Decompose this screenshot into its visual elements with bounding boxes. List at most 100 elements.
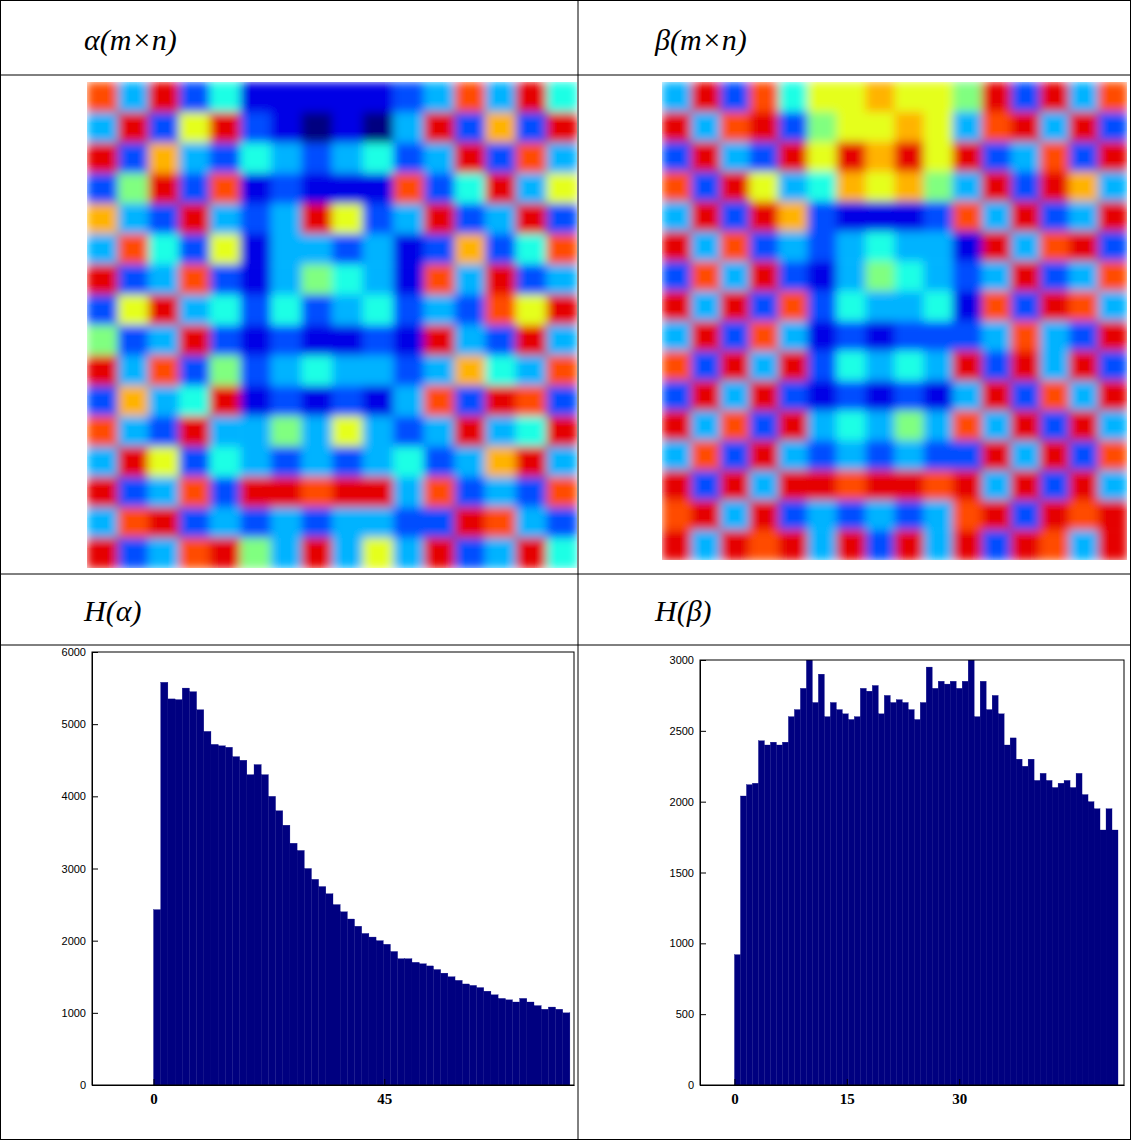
heatmap-cell xyxy=(807,411,837,441)
y-tick: 3000 xyxy=(670,654,706,666)
heatmap-cell xyxy=(662,82,692,112)
heatmap-cell xyxy=(662,411,692,441)
heatmap-cell xyxy=(332,143,363,174)
heatmap-cell xyxy=(836,112,866,142)
y-tick-mark xyxy=(700,802,706,803)
histogram-bar xyxy=(534,1006,541,1085)
heatmap-cell xyxy=(982,142,1012,172)
heatmap-cell xyxy=(240,264,271,295)
heatmap-cell xyxy=(953,261,983,291)
heatmap-cell xyxy=(895,231,925,261)
histogram-bar xyxy=(189,692,196,1085)
heatmap-cell xyxy=(485,112,516,143)
heatmap-cell xyxy=(118,204,149,235)
histogram-bar xyxy=(448,977,455,1085)
heatmap-cell xyxy=(118,295,149,326)
heatmap-cell xyxy=(982,411,1012,441)
heatmap-cell xyxy=(363,538,394,568)
heatmap-cell xyxy=(393,82,424,113)
heatmap-cell xyxy=(691,291,721,321)
heatmap-cell xyxy=(210,325,241,356)
heatmap-cell xyxy=(924,112,954,142)
heatmap-cell xyxy=(982,202,1012,232)
heatmap-cell xyxy=(332,416,363,447)
heatmap-cell xyxy=(1011,441,1041,471)
heatmap-cell xyxy=(924,500,954,530)
heatmap-cell xyxy=(240,82,271,113)
y-tick-label: 2500 xyxy=(670,725,694,737)
plot-frame xyxy=(700,660,1124,1085)
heatmap-cell xyxy=(485,143,516,174)
heatmap-cell xyxy=(720,470,750,500)
heatmap-cell xyxy=(240,416,271,447)
heatmap-cell xyxy=(179,325,210,356)
heatmap-cell xyxy=(393,538,424,568)
heatmap-cell xyxy=(982,321,1012,351)
heatmap-cell xyxy=(516,416,547,447)
heatmap-cell xyxy=(1069,291,1099,321)
heatmap-cell xyxy=(240,507,271,538)
heatmap-cell xyxy=(1011,381,1041,411)
heatmap-cell xyxy=(179,477,210,508)
heatmap-cell xyxy=(662,142,692,172)
heatmap-cell xyxy=(363,295,394,326)
heatmap-cell xyxy=(301,234,332,265)
histogram-bar xyxy=(319,887,326,1085)
heatmap-cell xyxy=(485,477,516,508)
heatmap-cell xyxy=(662,172,692,202)
heatmap-cell xyxy=(778,351,808,381)
panel-title: H(α) xyxy=(83,594,141,628)
heatmap-cell xyxy=(895,172,925,202)
y-tick: 4000 xyxy=(62,790,98,802)
histogram-bar xyxy=(848,720,854,1086)
heatmap-cell xyxy=(148,355,179,386)
heatmap-cell xyxy=(332,325,363,356)
heatmap-cell xyxy=(1069,381,1099,411)
heatmap-cell xyxy=(865,411,895,441)
heatmap-cell xyxy=(455,295,486,326)
heatmap-cell xyxy=(363,386,394,417)
heatmap-cell xyxy=(691,321,721,351)
histogram-bar xyxy=(527,1002,534,1085)
y-axis: 050010001500200025003000 xyxy=(670,654,706,1091)
heatmap-cell xyxy=(953,291,983,321)
heatmap-cell xyxy=(301,325,332,356)
heatmap-cell xyxy=(118,325,149,356)
histogram-bar xyxy=(758,741,764,1085)
histogram-bar xyxy=(806,660,812,1085)
histogram-bar xyxy=(333,905,340,1085)
heatmap-cell xyxy=(953,530,983,560)
heatmap-cell xyxy=(455,507,486,538)
x-tick-label: 30 xyxy=(952,1091,967,1107)
histogram-bar xyxy=(950,681,956,1085)
heatmap-cell xyxy=(953,231,983,261)
heatmap-cell xyxy=(749,351,779,381)
y-tick: 2000 xyxy=(62,935,98,947)
table-grid xyxy=(1,1,1131,1140)
heatmap-cell xyxy=(924,530,954,560)
heatmap-cell xyxy=(662,530,692,560)
heatmap-cell xyxy=(1069,261,1099,291)
x-tick: 30 xyxy=(952,1079,967,1107)
heatmap-cell xyxy=(982,381,1012,411)
heatmap-cell xyxy=(87,447,118,478)
heatmap-cell xyxy=(179,386,210,417)
histogram-bar xyxy=(740,796,746,1085)
heatmap-cell xyxy=(778,142,808,172)
heatmap-cell xyxy=(546,447,577,478)
heatmap-cell xyxy=(1069,321,1099,351)
histogram-bar xyxy=(297,850,304,1085)
table-col-line xyxy=(578,1,579,1140)
histogram-bar xyxy=(283,825,290,1085)
heatmap-cell xyxy=(1069,172,1099,202)
heatmap-cell xyxy=(118,477,149,508)
y-tick-mark xyxy=(92,941,98,942)
heatmap-cell xyxy=(148,477,179,508)
heatmap-cell xyxy=(1011,172,1041,202)
heatmap-cell xyxy=(691,351,721,381)
heatmap-cell xyxy=(301,355,332,386)
heatmap-cell xyxy=(807,321,837,351)
heatmap-cell xyxy=(516,477,547,508)
heatmap-cell xyxy=(1098,112,1127,142)
heatmap-cell xyxy=(1069,202,1099,232)
